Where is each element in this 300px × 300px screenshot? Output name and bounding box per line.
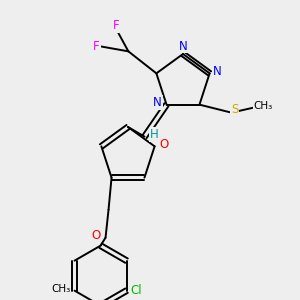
- Text: F: F: [113, 19, 120, 32]
- Text: CH₃: CH₃: [51, 284, 70, 294]
- Text: CH₃: CH₃: [254, 101, 273, 111]
- Text: Cl: Cl: [131, 284, 142, 297]
- Text: O: O: [91, 229, 100, 242]
- Text: F: F: [93, 40, 100, 53]
- Text: O: O: [159, 138, 168, 151]
- Text: N: N: [213, 65, 222, 78]
- Text: N: N: [153, 96, 162, 109]
- Text: H: H: [150, 128, 159, 141]
- Text: N: N: [178, 40, 188, 52]
- Text: S: S: [231, 103, 238, 116]
